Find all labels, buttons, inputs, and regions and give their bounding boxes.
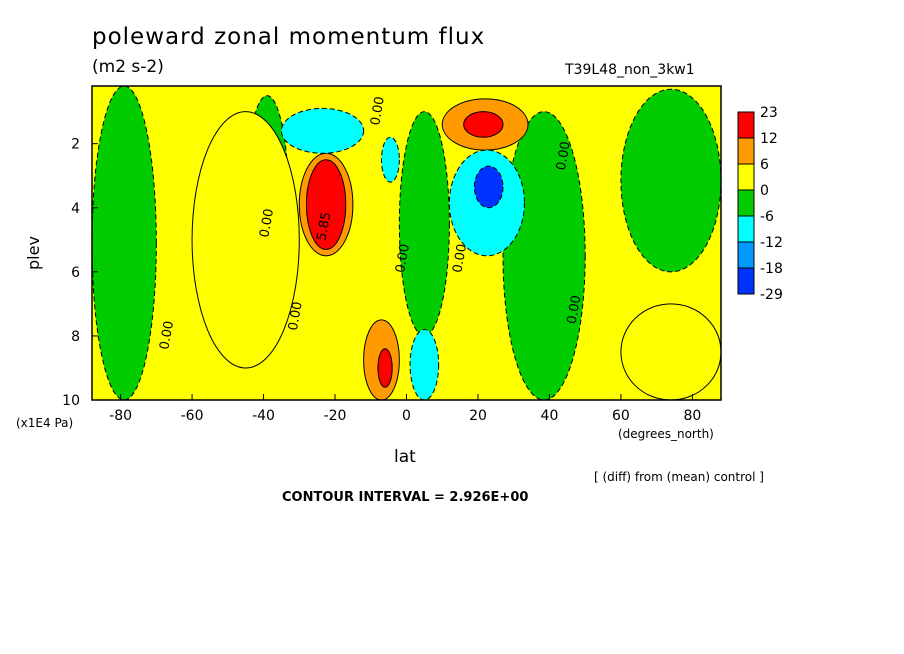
- contour-label-2: 0.00: [257, 208, 277, 239]
- y-axis-units: (x1E4 Pa): [16, 416, 74, 430]
- y-tick-label-3: 8: [71, 329, 80, 345]
- x-tick-label-7: 60: [612, 408, 630, 424]
- x-tick-label-0: -80: [109, 408, 132, 424]
- contour-region-8: [305, 159, 347, 250]
- contour-region-17: [409, 329, 440, 401]
- run-label: T39L48_non_3kw1: [565, 62, 695, 78]
- contour-region-2: [398, 111, 450, 337]
- x-tick-label-5: 20: [469, 408, 487, 424]
- y-tick-label-0: 2: [71, 137, 80, 153]
- y-tick-label-4: 10: [62, 393, 80, 409]
- contour-region-11: [280, 107, 365, 154]
- x-tick-label-6: 40: [541, 408, 559, 424]
- contour-label-5: 0.00: [450, 243, 470, 274]
- colorbar-swatch-6: [737, 267, 755, 295]
- x-tick-label-3: -20: [324, 408, 347, 424]
- x-tick-label-2: -40: [252, 408, 275, 424]
- contour-region-4: [620, 88, 722, 273]
- contour-label-7: 0.00: [565, 294, 585, 325]
- contour-label-4: 0.00: [393, 243, 413, 274]
- contour-region-16: [377, 348, 393, 388]
- colorbar-label-4: -6: [760, 209, 774, 225]
- colorbar-label-7: -29: [760, 287, 783, 303]
- contour-region-13: [473, 165, 504, 209]
- contour-label-6: 0.00: [286, 301, 306, 332]
- contour-label-1: 0.00: [554, 140, 574, 171]
- contour-region-10: [463, 111, 504, 138]
- y-tick-label-2: 6: [71, 265, 80, 281]
- colorbar-swatch-2: [737, 163, 755, 191]
- contour-region-14: [380, 136, 400, 183]
- colorbar-label-2: 6: [760, 157, 769, 173]
- contour-label-8: 0.00: [157, 320, 177, 351]
- x-tick-label-8: 80: [683, 408, 701, 424]
- contour-region-3: [502, 111, 586, 401]
- x-axis-units: (degrees_north): [618, 427, 714, 441]
- contour-region-0: [91, 85, 157, 401]
- colorbar-label-6: -18: [760, 261, 783, 277]
- colorbar-label-5: -12: [760, 235, 783, 251]
- x-tick-label-4: 0: [402, 408, 411, 424]
- colorbar-label-1: 12: [760, 131, 778, 147]
- x-tick-label-1: -60: [181, 408, 204, 424]
- diff-note: [ (diff) from (mean) control ]: [594, 470, 764, 484]
- colorbar-swatch-0: [737, 111, 755, 139]
- chart-units: (m2 s-2): [92, 57, 164, 77]
- colorbar-swatch-1: [737, 137, 755, 165]
- chart-title: poleward zonal momentum flux: [92, 24, 486, 50]
- contour-label-3: 5.85: [315, 211, 335, 242]
- colorbar-label-3: 0: [760, 183, 769, 199]
- colorbar-label-0: 23: [760, 105, 778, 121]
- colorbar-swatch-4: [737, 215, 755, 243]
- contour-interval: CONTOUR INTERVAL = 2.926E+00: [282, 490, 529, 505]
- colorbar-swatch-3: [737, 189, 755, 217]
- contour-label-0: 0.00: [368, 95, 388, 126]
- contour-region-6: [620, 303, 722, 401]
- colorbar-swatch-5: [737, 241, 755, 269]
- x-axis-label: lat: [394, 447, 416, 467]
- y-tick-label-1: 4: [71, 201, 80, 217]
- contour-region-5: [191, 111, 300, 369]
